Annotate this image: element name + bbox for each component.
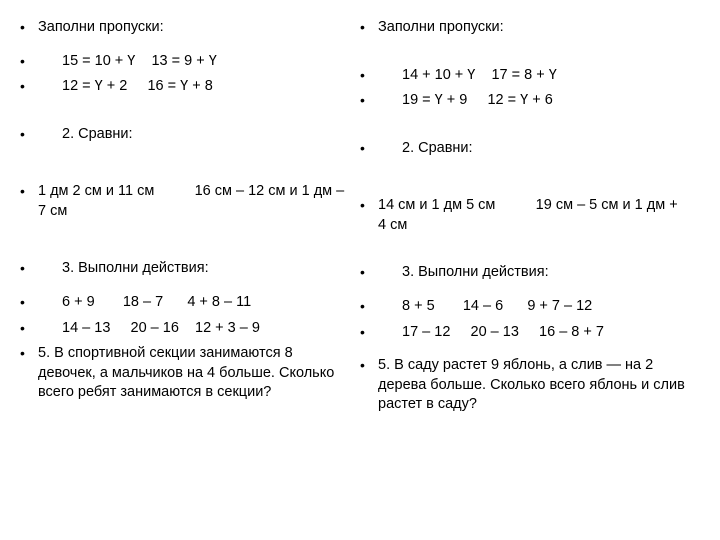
task2-title: 2. Сравни: [20,125,345,145]
task3-line2-r: 17 – 12 20 – 13 16 – 8 + 7 [360,323,685,343]
right-list: Заполни пропуски: 14 + 10 + Ү 17 = 8 + Ү… [360,18,685,415]
task1-line1: 15 = 10 + Ү 13 = 9 + Ү [20,52,345,72]
task5: 5. В спортивной секции занимаются 8 дево… [20,344,345,403]
task1-line2-r: 19 = Ү + 9 12 = Ү + 6 [360,91,685,111]
task5-r: 5. В саду растет 9 яблонь, а слив — на 2… [360,356,685,415]
task1-line2: 12 = Ү + 2 16 = Ү + 8 [20,77,345,97]
task2-line1: 1 дм 2 см и 11 см 16 см – 12 см и 1 дм –… [20,182,345,221]
task3-title-r: 3. Выполни действия: [360,263,685,283]
task1-title-r: Заполни пропуски: [360,18,685,38]
right-column: Заполни пропуски: 14 + 10 + Ү 17 = 8 + Ү… [360,18,700,522]
task1-title: Заполни пропуски: [20,18,345,38]
task2-title-r: 2. Сравни: [360,139,685,159]
task2-line1-r: 14 см и 1 дм 5 см 19 см – 5 см и 1 дм + … [360,196,685,235]
task3-title: 3. Выполни действия: [20,259,345,279]
task1-line1-r: 14 + 10 + Ү 17 = 8 + Ү [360,66,685,86]
task3-line1: 6 + 9 18 – 7 4 + 8 – 11 [20,293,345,313]
left-list: Заполни пропуски: 15 = 10 + Ү 13 = 9 + Ү… [20,18,345,403]
left-column: Заполни пропуски: 15 = 10 + Ү 13 = 9 + Ү… [20,18,360,522]
task3-line1-r: 8 + 5 14 – 6 9 + 7 – 12 [360,297,685,317]
task3-line2: 14 – 13 20 – 16 12 + 3 – 9 [20,319,345,339]
